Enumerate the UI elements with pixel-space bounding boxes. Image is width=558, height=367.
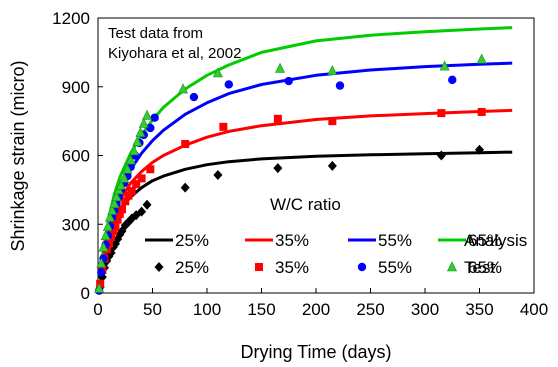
test-point-35pct [181,140,190,149]
legend-test-label: 35% [275,258,309,277]
test-point-25pct [436,150,446,161]
test-point-65pct [178,83,189,94]
y-tick-label: 600 [62,147,90,166]
y-tick-label: 0 [81,284,90,303]
legend-analysis-group-label: Analysis [464,231,527,250]
test-point-65pct [102,220,113,231]
test-point-55pct [97,268,106,277]
legend-analysis-label: 25% [175,231,209,250]
test-point-65pct [111,191,122,202]
legend-analysis-label: 55% [378,231,412,250]
test-point-55pct [146,123,155,133]
test-point-25pct [475,144,484,155]
test-point-35pct [127,187,136,196]
y-tick-label: 300 [62,215,90,234]
source-note-line2: Kiyohara et al, 2002 [108,45,241,62]
test-point-65pct [115,179,126,190]
test-point-35pct [328,117,337,126]
x-tick-label: 50 [143,300,162,319]
test-point-55pct [284,76,293,86]
test-point-65pct [100,230,111,241]
legend-analysis-label: 35% [275,231,309,250]
test-point-35pct [477,107,486,116]
x-tick-label: 300 [411,300,439,319]
test-point-65pct [119,172,130,183]
test-point-25pct [213,169,223,180]
legend-test-marker [357,262,367,272]
legend-analysis-label: 65% [468,231,502,250]
test-point-65pct [439,60,450,71]
test-point-65pct [107,204,118,215]
test-point-65pct [128,145,139,156]
test-point-55pct [150,113,159,122]
test-point-35pct [124,191,133,200]
legend-test-marker [255,263,263,271]
test-point-65pct [105,211,115,222]
test-point-25pct [142,199,152,210]
test-point-65pct [138,117,149,128]
test-markers [94,53,487,295]
test-point-35pct [121,197,130,206]
test-point-55pct [189,92,199,102]
test-point-35pct [111,222,120,231]
test-point-65pct [96,257,107,268]
test-point-35pct [96,279,105,288]
legend-test-label: 65% [468,258,502,277]
test-point-65pct [98,241,109,252]
test-point-55pct [448,75,457,85]
x-tick-label: 0 [93,300,102,319]
x-tick-label: 250 [356,300,384,319]
test-point-35pct [115,209,124,218]
x-tick-label: 200 [302,300,330,319]
axis-ticks: 0 50 100 150 200 250 300 350 400 0 300 600 900 1200 [52,9,548,319]
test-point-55pct [224,80,233,89]
test-point-35pct [113,215,122,224]
source-note-line1: Test data from [108,25,203,42]
test-point-65pct [125,154,136,165]
legend-test-label: 25% [175,258,209,277]
test-point-65pct [212,67,223,78]
test-point-25pct [180,182,190,193]
test-point-25pct [273,163,283,174]
x-axis-label: Drying Time (days) [240,342,391,362]
test-point-65pct [122,163,133,174]
x-tick-label: 350 [465,300,493,319]
x-tick-label: 400 [520,300,548,319]
test-point-65pct [327,65,338,76]
test-point-35pct [146,165,155,174]
test-point-65pct [142,109,153,120]
test-point-25pct [327,160,337,171]
test-point-65pct [132,136,143,147]
legend-test-marker [154,262,164,272]
x-tick-label: 100 [193,300,221,319]
test-point-35pct [109,227,118,236]
test-point-35pct [132,180,141,189]
test-point-65pct [109,197,120,208]
test-point-25pct [137,206,147,217]
y-tick-label: 900 [62,78,90,97]
legend-title: W/C ratio [270,195,341,214]
test-point-65pct [476,53,487,64]
test-point-65pct [135,126,146,137]
test-point-35pct [273,114,282,123]
y-axis-label: Shrinkage strain (micro) [8,60,28,251]
test-point-55pct [335,81,345,90]
analysis-line-65pct [96,26,513,294]
analysis-lines [96,26,513,294]
test-point-35pct [137,174,146,183]
test-point-35pct [437,109,446,118]
test-point-35pct [219,122,228,131]
legend-test-group-label: Test [464,258,495,277]
x-tick-label: 150 [247,300,275,319]
test-point-35pct [117,205,126,214]
legend-test-marker [447,261,457,272]
test-point-65pct [275,62,286,73]
legend-test-label: 55% [378,258,412,277]
y-tick-label: 1200 [52,9,90,28]
test-point-65pct [94,282,105,293]
